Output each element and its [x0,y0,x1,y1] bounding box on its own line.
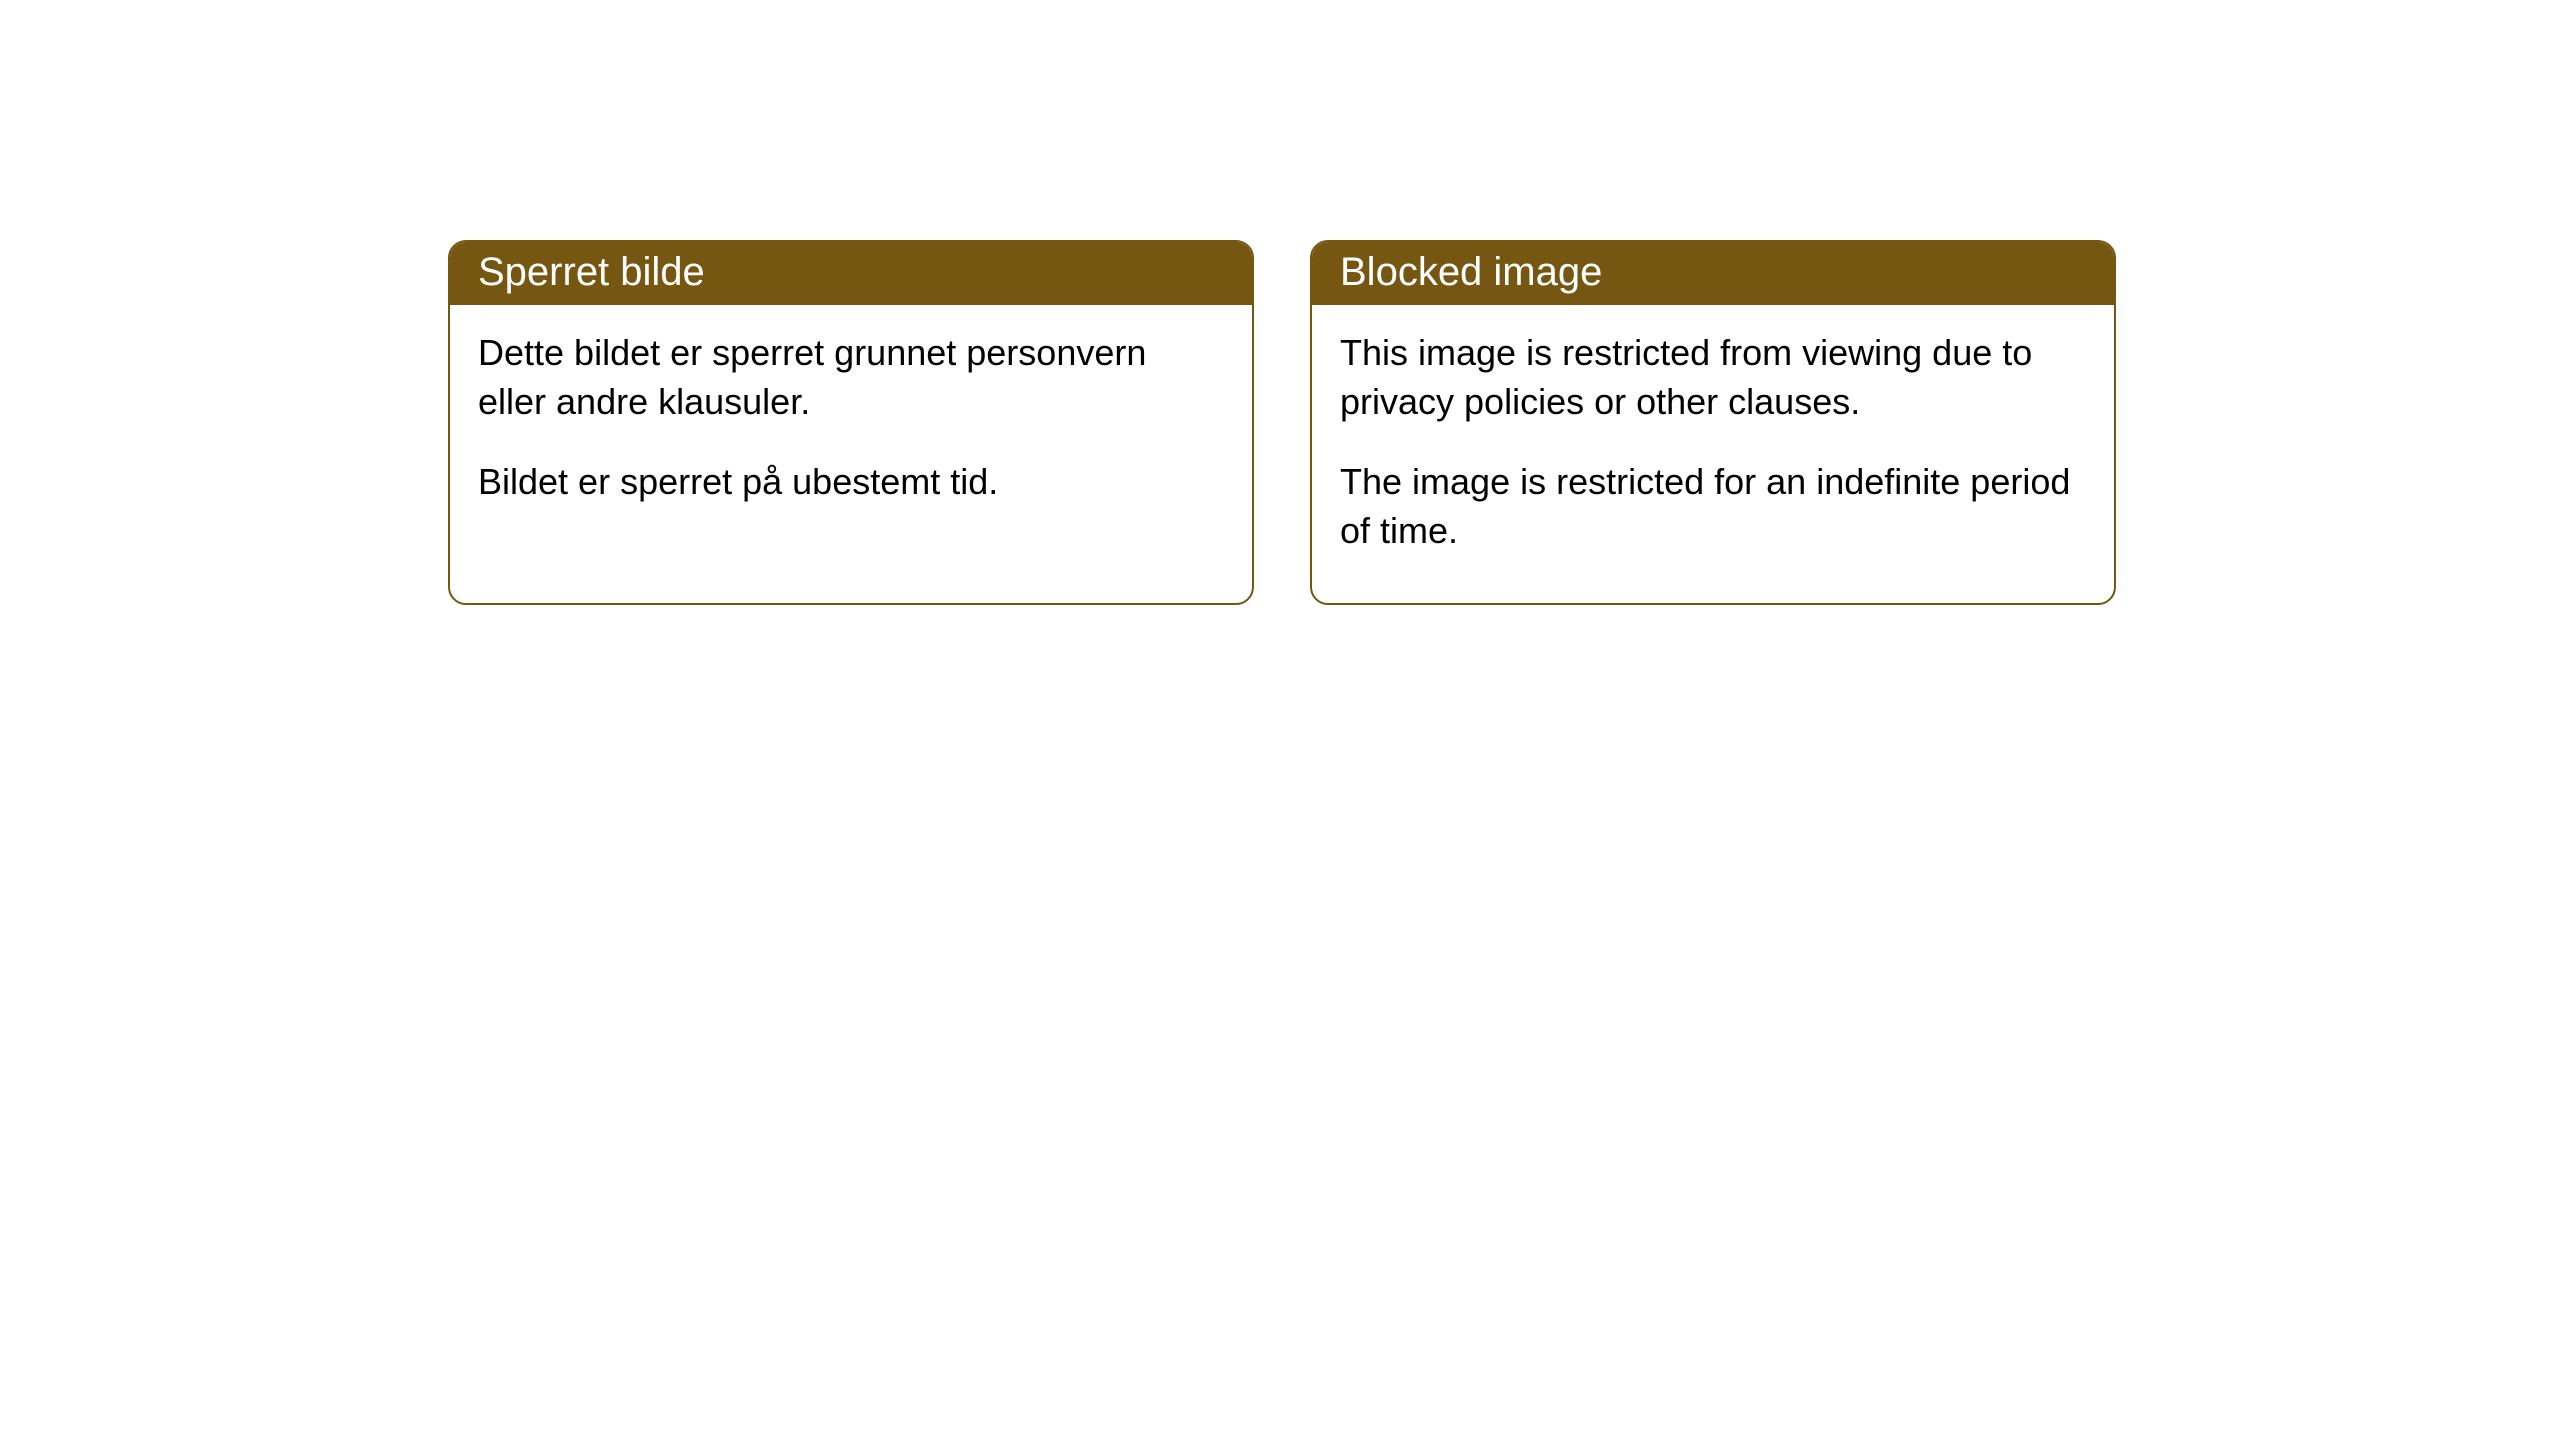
blocked-image-card-en: Blocked image This image is restricted f… [1310,240,2116,605]
card-body-no: Dette bildet er sperret grunnet personve… [450,305,1252,555]
card-para2-no: Bildet er sperret på ubestemt tid. [478,458,1224,507]
card-body-en: This image is restricted from viewing du… [1312,305,2114,603]
blocked-image-card-no: Sperret bilde Dette bildet er sperret gr… [448,240,1254,605]
card-header-en: Blocked image [1312,242,2114,305]
card-para2-en: The image is restricted for an indefinit… [1340,458,2086,555]
card-para1-en: This image is restricted from viewing du… [1340,329,2086,426]
notice-cards-container: Sperret bilde Dette bildet er sperret gr… [0,0,2560,605]
card-header-no: Sperret bilde [450,242,1252,305]
card-para1-no: Dette bildet er sperret grunnet personve… [478,329,1224,426]
